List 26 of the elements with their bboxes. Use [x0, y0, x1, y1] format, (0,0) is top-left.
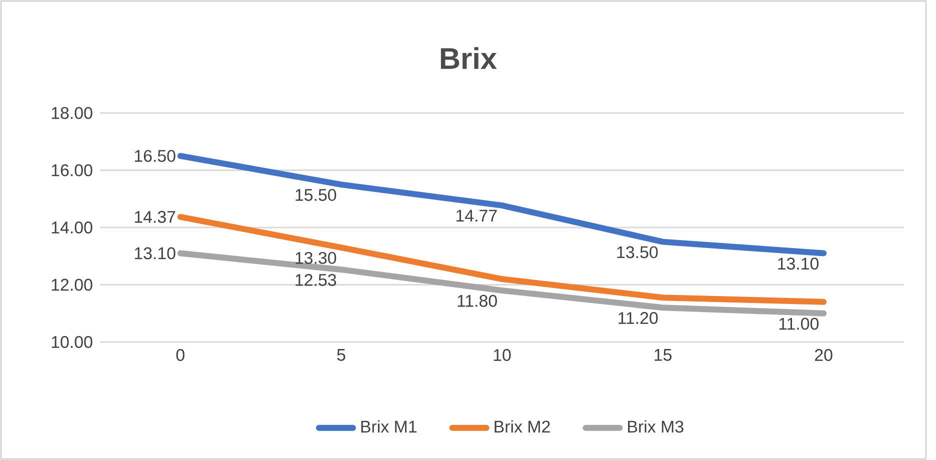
data-label: 13.10: [134, 247, 176, 260]
data-label: 11.80: [458, 294, 497, 307]
chart-title: Brix: [440, 47, 497, 69]
y-tick-label: 12.00: [52, 278, 92, 291]
legend-label: Brix M3: [628, 420, 684, 433]
x-tick-label: 10: [494, 349, 511, 362]
y-tick-label: 10.00: [52, 336, 92, 348]
y-tick-label: 16.00: [52, 164, 92, 176]
legend-label: Brix M2: [494, 420, 550, 433]
y-tick-label: 18.00: [52, 107, 92, 119]
data-label: 13.30: [296, 252, 336, 264]
y-tick-label: 14.00: [52, 222, 92, 234]
data-label: 14.37: [134, 210, 176, 223]
data-label: 15.50: [296, 188, 336, 201]
data-label: 11.20: [618, 312, 658, 324]
data-label: 12.53: [296, 274, 336, 286]
x-tick-label: 5: [337, 349, 346, 361]
x-tick-label: 15: [654, 349, 672, 361]
data-label: 13.50: [617, 246, 658, 258]
data-label: 14.77: [456, 210, 497, 222]
data-label: 13.10: [778, 258, 819, 270]
data-label: 11.00: [779, 318, 819, 330]
x-tick-label: 20: [815, 349, 832, 362]
legend-label: Brix M1: [361, 420, 416, 433]
x-tick-label: 0: [176, 349, 184, 362]
data-label: 16.50: [134, 150, 176, 162]
